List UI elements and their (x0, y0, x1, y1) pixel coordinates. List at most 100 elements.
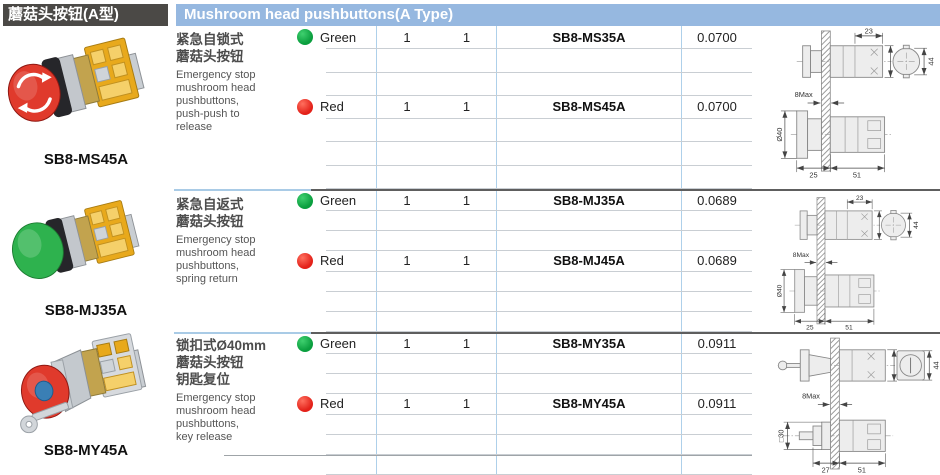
dim-label: 23 (856, 195, 864, 202)
weight-value: 0.0911 (697, 336, 737, 352)
mushroom-button-photo (7, 37, 145, 122)
table-bottom-line (224, 455, 752, 456)
desc-en-line: spring return (176, 273, 238, 285)
table-row (326, 211, 752, 232)
mushroom-button-photo (12, 200, 140, 279)
color-cell: Green (297, 334, 377, 354)
desc-en-line: release (176, 121, 213, 133)
desc-en-line: key release (176, 431, 233, 443)
model-number: SB8-MY35A (497, 334, 682, 354)
qty-cell: 1 (437, 95, 497, 119)
color-cell: Red (297, 251, 377, 271)
dim-label: 8Max (795, 90, 813, 99)
qty-cell: 1 (403, 99, 411, 115)
green-dot (297, 192, 313, 209)
desc-en-line: push-push to (176, 108, 240, 120)
dim-label: □30 (777, 430, 786, 443)
dim-label: 25 (806, 325, 814, 331)
block-separator (311, 189, 940, 191)
model-number: SB8-MY45A (497, 394, 682, 414)
qty-cell: 1 (437, 191, 497, 211)
model-number: SB8-MS45A (497, 95, 682, 119)
product-model-label: SB8-MJ35A (44, 302, 128, 319)
desc-cn-line: 紧急自返式 (176, 197, 244, 212)
desc-en-line: pushbuttons, (176, 418, 239, 430)
desc-en-line: pushbuttons, (176, 95, 239, 107)
product-description: 紧急自返式 蘑菇头按钮 Emergency stop mushroom head… (176, 196, 322, 286)
spec-table: Green 1 1 SB8-MY35A 0.0911 Red 1 1 SB8-M… (297, 334, 752, 475)
qty-cell: 1 (403, 396, 411, 412)
color-name: Green (320, 336, 357, 352)
dim-label: 27 (822, 465, 830, 474)
desc-cn-line: 钥匙复位 (176, 372, 230, 387)
page-title-en: Mushroom head pushbuttons(A Type) (176, 4, 940, 26)
dim-label: 25 (809, 171, 817, 179)
dim-label: 51 (858, 465, 866, 474)
red-dot (297, 98, 313, 115)
weight-value: 0.0911 (697, 396, 737, 412)
table-row (326, 142, 752, 166)
weight-value: 0.0689 (697, 193, 737, 209)
qty-cell: 1 (403, 253, 411, 269)
technical-drawing: 23 32 44 8Max (775, 26, 936, 179)
model-number: SB8-MS35A (497, 26, 682, 49)
green-dot (297, 29, 313, 46)
dim-label: 51 (845, 325, 853, 331)
product-photo-ms45a (6, 28, 166, 155)
qty-cell: 1 (437, 334, 497, 354)
red-dot (297, 252, 313, 269)
table-row (326, 434, 752, 455)
desc-cn-line: 蘑菇头按钮 (176, 49, 244, 64)
table-row (326, 271, 752, 292)
table-row (326, 119, 752, 143)
qty-cell: 1 (437, 394, 497, 414)
table-row (326, 231, 752, 252)
table-row: Green 1 1 SB8-MJ35A 0.0689 (297, 191, 752, 212)
dimension-drawing-my: 32 44 8Max □30 (770, 336, 940, 475)
table-row: Green 1 1 SB8-MS35A 0.0700 (297, 26, 752, 50)
product-model-label: SB8-MY45A (43, 442, 129, 459)
desc-cn-line: 蘑菇头按钮 (176, 355, 244, 370)
dimension-drawing-ms: 23 32 44 8Max (770, 26, 936, 184)
table-row (326, 454, 752, 475)
dim-label: 44 (926, 57, 935, 65)
table-row (326, 354, 752, 375)
model-number: SB8-MJ35A (497, 191, 682, 211)
spec-table: Green 1 1 SB8-MS35A 0.0700 Red 1 1 SB8-M… (297, 26, 752, 189)
weight-value: 0.0700 (697, 99, 737, 115)
block-separator (174, 189, 311, 191)
product-photo-mj35a (6, 192, 166, 307)
dim-label: 51 (853, 171, 861, 179)
color-cell: Green (297, 191, 377, 211)
color-cell: Red (297, 394, 377, 414)
table-row: Red 1 1 SB8-MY45A 0.0911 (297, 394, 752, 415)
product-description: 紧急自锁式 蘑菇头按钮 Emergency stop mushroom head… (176, 31, 322, 134)
red-dot (297, 395, 313, 412)
desc-en-line: Emergency stop (176, 392, 256, 404)
table-row (326, 165, 752, 189)
qty-cell: 1 (403, 193, 411, 209)
technical-drawing: 23 32 44 8Max (776, 195, 920, 332)
color-name: Red (320, 99, 344, 115)
table-row (326, 414, 752, 435)
weight-value: 0.0689 (697, 253, 737, 269)
desc-en-line: mushroom head (176, 405, 256, 417)
table-row (326, 311, 752, 332)
dim-label: 8Max (802, 392, 820, 401)
desc-en-line: Emergency stop (176, 69, 256, 81)
color-name: Green (320, 29, 357, 45)
table-row (326, 291, 752, 312)
color-name: Green (320, 193, 357, 209)
qty-cell: 1 (437, 26, 497, 49)
table-row (326, 72, 752, 96)
weight-value: 0.0700 (697, 29, 737, 45)
model-number: SB8-MJ45A (497, 251, 682, 271)
product-photo-my45a (6, 328, 166, 449)
technical-drawing: 32 44 8Max □30 (777, 337, 940, 474)
qty-cell: 1 (403, 336, 411, 352)
dim-label: 23 (865, 27, 873, 35)
dim-label: 8Max (793, 252, 810, 259)
product-description: 锁扣式Ø40mm 蘑菇头按钮 钥匙复位 Emergency stop mushr… (176, 337, 322, 444)
desc-en-line: mushroom head (176, 82, 256, 94)
